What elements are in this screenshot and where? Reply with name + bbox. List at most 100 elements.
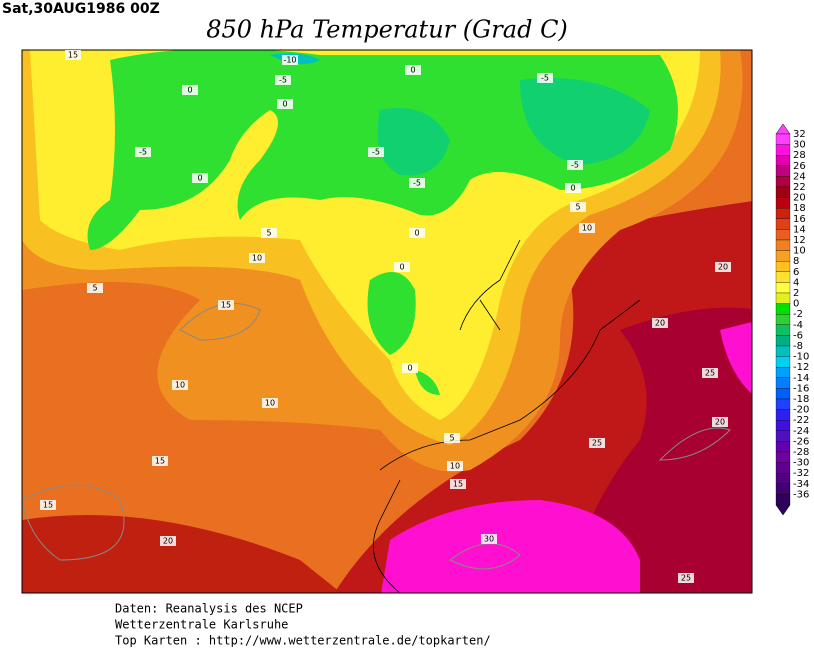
- colorbar-label: 18: [793, 203, 806, 214]
- colorbar-band: [775, 356, 791, 368]
- map-title: 850 hPa Temperatur (Grad C): [206, 16, 568, 44]
- contour-label-bg: [182, 85, 198, 95]
- contour-label: 25: [592, 439, 602, 448]
- contour-label: 0: [414, 229, 419, 238]
- contour-label-bg: [537, 73, 553, 83]
- contour-label-bg: [218, 300, 234, 310]
- contour-label: 5: [266, 229, 271, 238]
- contour-label: 25: [681, 574, 691, 583]
- colorbar-label: 6: [793, 267, 799, 278]
- contour-label: 5: [575, 203, 580, 212]
- colorbar-band: [775, 367, 791, 378]
- contour-label: 15: [68, 51, 78, 60]
- colorbar: 32302826242220181614121086420-2-4-6-8-10…: [775, 123, 809, 516]
- contour-label: -5: [571, 161, 579, 170]
- contour-label: -10: [283, 56, 296, 65]
- colorbar-band: [775, 208, 791, 219]
- contour-label-bg: [567, 160, 583, 170]
- colorbar-label: -22: [793, 415, 809, 426]
- contour-label-bg: [282, 55, 298, 65]
- contour-label-bg: [712, 417, 728, 427]
- contour-label-bg: [160, 536, 176, 546]
- colorbar-band: [775, 430, 791, 442]
- contour-label: 5: [449, 434, 454, 443]
- colorbar-label: 10: [793, 246, 806, 257]
- contour-label: -5: [372, 148, 380, 157]
- colorbar-band: [775, 345, 791, 357]
- contour-label: 0: [282, 100, 287, 109]
- colorbar-label: 16: [793, 214, 806, 225]
- colorbar-arrow: [775, 123, 791, 135]
- colorbar-band: [775, 473, 791, 484]
- contour-label-bg: [368, 147, 384, 157]
- contour-label: 30: [484, 535, 494, 544]
- colorbar-label: 12: [793, 235, 806, 246]
- colorbar-band: [775, 186, 791, 198]
- colorbar-band: [775, 144, 791, 156]
- colorbar-label: -32: [793, 468, 809, 479]
- colorbar-band: [775, 377, 791, 389]
- colorbar-label: -24: [793, 426, 809, 437]
- contour-label: 10: [175, 381, 185, 390]
- colorbar-label: -20: [793, 405, 809, 416]
- colorbar-label: -14: [793, 373, 809, 384]
- colorbar-band: [775, 451, 791, 463]
- colorbar-label: -10: [793, 352, 809, 363]
- contour-label-bg: [40, 500, 56, 510]
- colorbar-label: 4: [793, 277, 799, 288]
- colorbar-label: -4: [793, 320, 803, 331]
- colorbar-band: [775, 483, 791, 495]
- contour-label-bg: [702, 368, 718, 378]
- contour-label: 15: [221, 301, 231, 310]
- colorbar-label: -34: [793, 479, 809, 490]
- colorbar-label: 2: [793, 288, 799, 299]
- contour-label: -5: [413, 179, 421, 188]
- contour-label-bg: [481, 534, 497, 544]
- contour-label-bg: [570, 202, 586, 212]
- contour-label: 15: [453, 480, 463, 489]
- contour-label-bg: [589, 438, 605, 448]
- temperature-field: [22, 50, 752, 593]
- colorbar-label: -6: [793, 330, 803, 341]
- contour-label-bg: [261, 228, 277, 238]
- colorbar-label: 24: [793, 171, 806, 182]
- colorbar-band: [775, 462, 791, 474]
- colorbar-label: -26: [793, 436, 809, 447]
- colorbar-band: [775, 271, 791, 283]
- contour-label-bg: [409, 228, 425, 238]
- contour-label: 0: [197, 174, 202, 183]
- colorbar-band: [775, 155, 791, 166]
- colorbar-label: -12: [793, 362, 809, 373]
- date-label: Sat,30AUG1986 00Z: [2, 1, 160, 17]
- colorbar-label: 22: [793, 182, 806, 193]
- colorbar-band: [775, 441, 791, 453]
- contour-label: 10: [252, 254, 262, 263]
- colorbar-band: [775, 197, 791, 209]
- colorbar-band: [775, 494, 791, 506]
- colorbar-label: 0: [793, 299, 799, 310]
- colorbar-band: [775, 292, 791, 304]
- map-frame: [21, 49, 753, 594]
- contour-label: 0: [187, 86, 192, 95]
- contour-label: 20: [718, 263, 728, 272]
- contour-label: 0: [410, 66, 415, 75]
- contour-label-bg: [277, 99, 293, 109]
- contour-label: 25: [705, 369, 715, 378]
- colorbar-label: -2: [793, 309, 803, 320]
- colorbar-band: [775, 314, 791, 325]
- colorbar-label: 20: [793, 193, 806, 204]
- colorbar-label: 30: [793, 140, 806, 151]
- contour-label: 0: [570, 184, 575, 193]
- contour-label: 20: [163, 537, 173, 546]
- contour-label: -5: [139, 148, 147, 157]
- colorbar-label: -16: [793, 383, 809, 394]
- contour-label: 15: [43, 501, 53, 510]
- contour-label-bg: [565, 183, 581, 193]
- colorbar-label: 26: [793, 161, 806, 172]
- contour-label-bg: [409, 178, 425, 188]
- colorbar-band: [775, 261, 791, 272]
- colorbar-label: -28: [793, 447, 809, 458]
- colorbar-band: [775, 398, 791, 410]
- contour-label-bg: [249, 253, 265, 263]
